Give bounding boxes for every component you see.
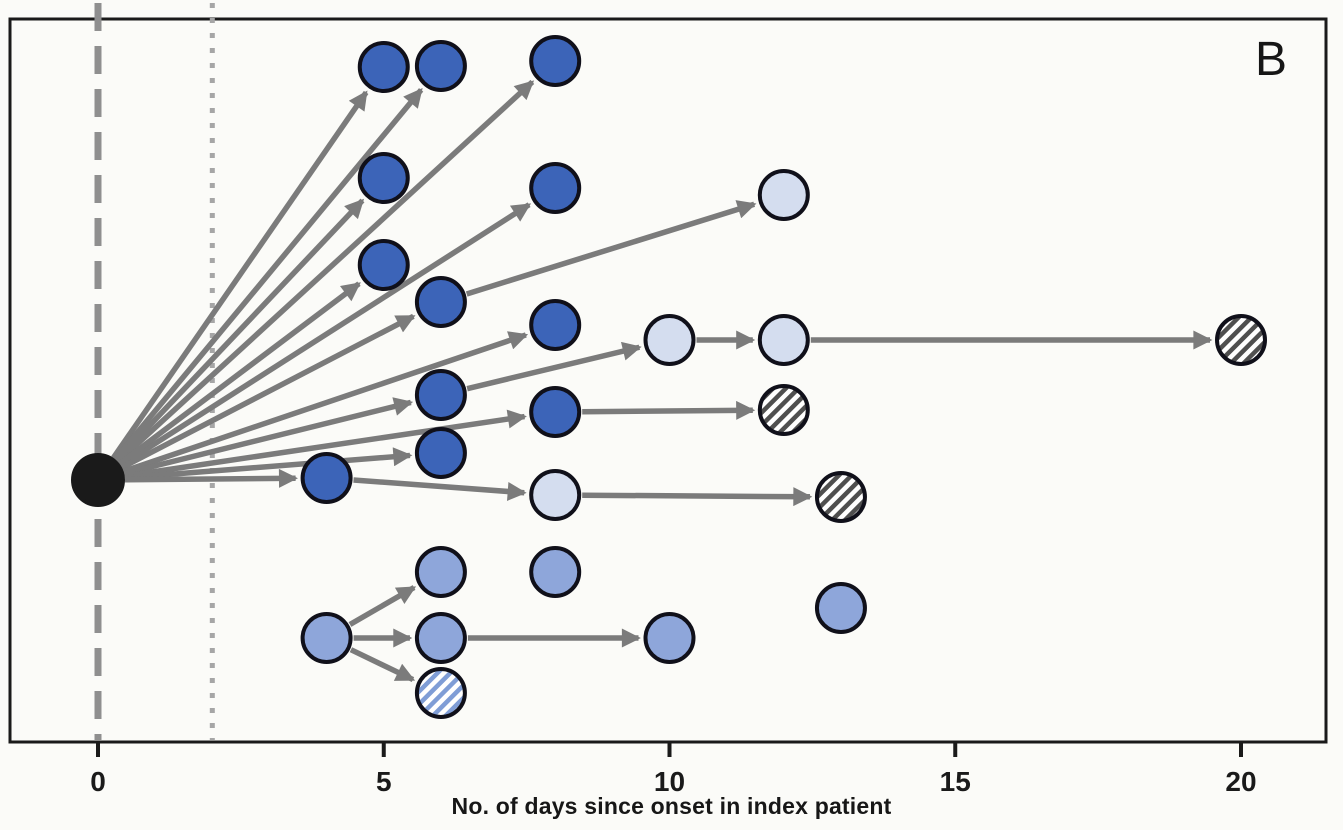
- transmission-arrow-c20-c23: [349, 647, 416, 683]
- case-node-hatched-gray: [1215, 314, 1267, 366]
- transmission-arrow-index-c5: [119, 202, 532, 468]
- x-tick-label: 0: [90, 766, 106, 797]
- case-node-dark-blue: [529, 299, 582, 351]
- case-node-light-blue: [643, 314, 696, 366]
- transmission-arrow-c20-c21: [348, 585, 417, 627]
- case-node-medium-blue: [414, 612, 467, 664]
- transmission-arrows-layer: [111, 79, 1213, 683]
- case-node-dark-blue: [357, 41, 410, 93]
- transmission-arrow-index-c1: [111, 90, 369, 460]
- case-node-dark-blue: [357, 152, 410, 204]
- case-node-hatched-blue: [414, 667, 467, 719]
- x-axis-layer: 0 5 10 15 20: [90, 742, 1257, 797]
- reference-lines-layer: [94, 3, 215, 740]
- transmission-arrow-index-c4: [114, 198, 365, 463]
- case-node-medium-blue: [814, 582, 867, 634]
- case-node-dark-blue: [300, 452, 353, 504]
- transmission-arrow-index-c3: [116, 79, 535, 464]
- case-node-medium-blue: [529, 546, 582, 598]
- case-node-dark-blue: [414, 40, 467, 92]
- x-tick-label: 5: [376, 766, 392, 797]
- case-node-medium-blue: [300, 612, 353, 664]
- panel-label: B: [1254, 33, 1287, 86]
- case-nodes-layer: [71, 35, 1267, 719]
- case-node-dark-blue: [414, 427, 467, 479]
- index-patient-node: [71, 453, 125, 507]
- case-node-light-blue: [757, 314, 810, 366]
- x-axis-label: No. of days since onset in index patient: [451, 793, 892, 819]
- case-node-light-blue: [757, 169, 810, 221]
- transmission-arrow-index-c8: [122, 331, 529, 474]
- transmission-arrow-index-c12: [124, 468, 298, 488]
- case-node-medium-blue: [414, 546, 467, 598]
- case-node-dark-blue: [529, 35, 582, 87]
- case-node-dark-blue: [414, 276, 467, 328]
- x-tick-label: 10: [654, 766, 685, 797]
- case-node-dark-blue: [357, 239, 410, 291]
- transmission-arrow-index-c6: [117, 281, 361, 466]
- case-node-light-blue: [529, 469, 582, 521]
- transmission-arrow-index-c10: [124, 409, 527, 479]
- x-tick-label: 20: [1225, 766, 1256, 797]
- transmission-arrow-c7-c13: [465, 200, 757, 297]
- transmission-arrow-index-c11: [124, 447, 413, 481]
- case-node-hatched-gray: [757, 384, 810, 436]
- transmission-arrow-c9-c14: [466, 341, 642, 392]
- transmission-arrow-c16-c19: [582, 487, 813, 507]
- transmission-arrow-c12-c16: [353, 477, 527, 501]
- transmission-arrow-index-c7: [120, 313, 416, 471]
- x-tick-label: 15: [940, 766, 971, 797]
- case-node-medium-blue: [643, 612, 696, 664]
- transmission-arrow-c10-c17: [582, 400, 756, 420]
- case-node-dark-blue: [529, 162, 582, 214]
- case-node-dark-blue: [414, 369, 467, 421]
- case-node-dark-blue: [529, 386, 582, 438]
- case-node-hatched-gray: [814, 471, 867, 523]
- transmission-arrow-index-c9: [123, 397, 414, 477]
- transmission-arrow-index-c2: [113, 88, 424, 461]
